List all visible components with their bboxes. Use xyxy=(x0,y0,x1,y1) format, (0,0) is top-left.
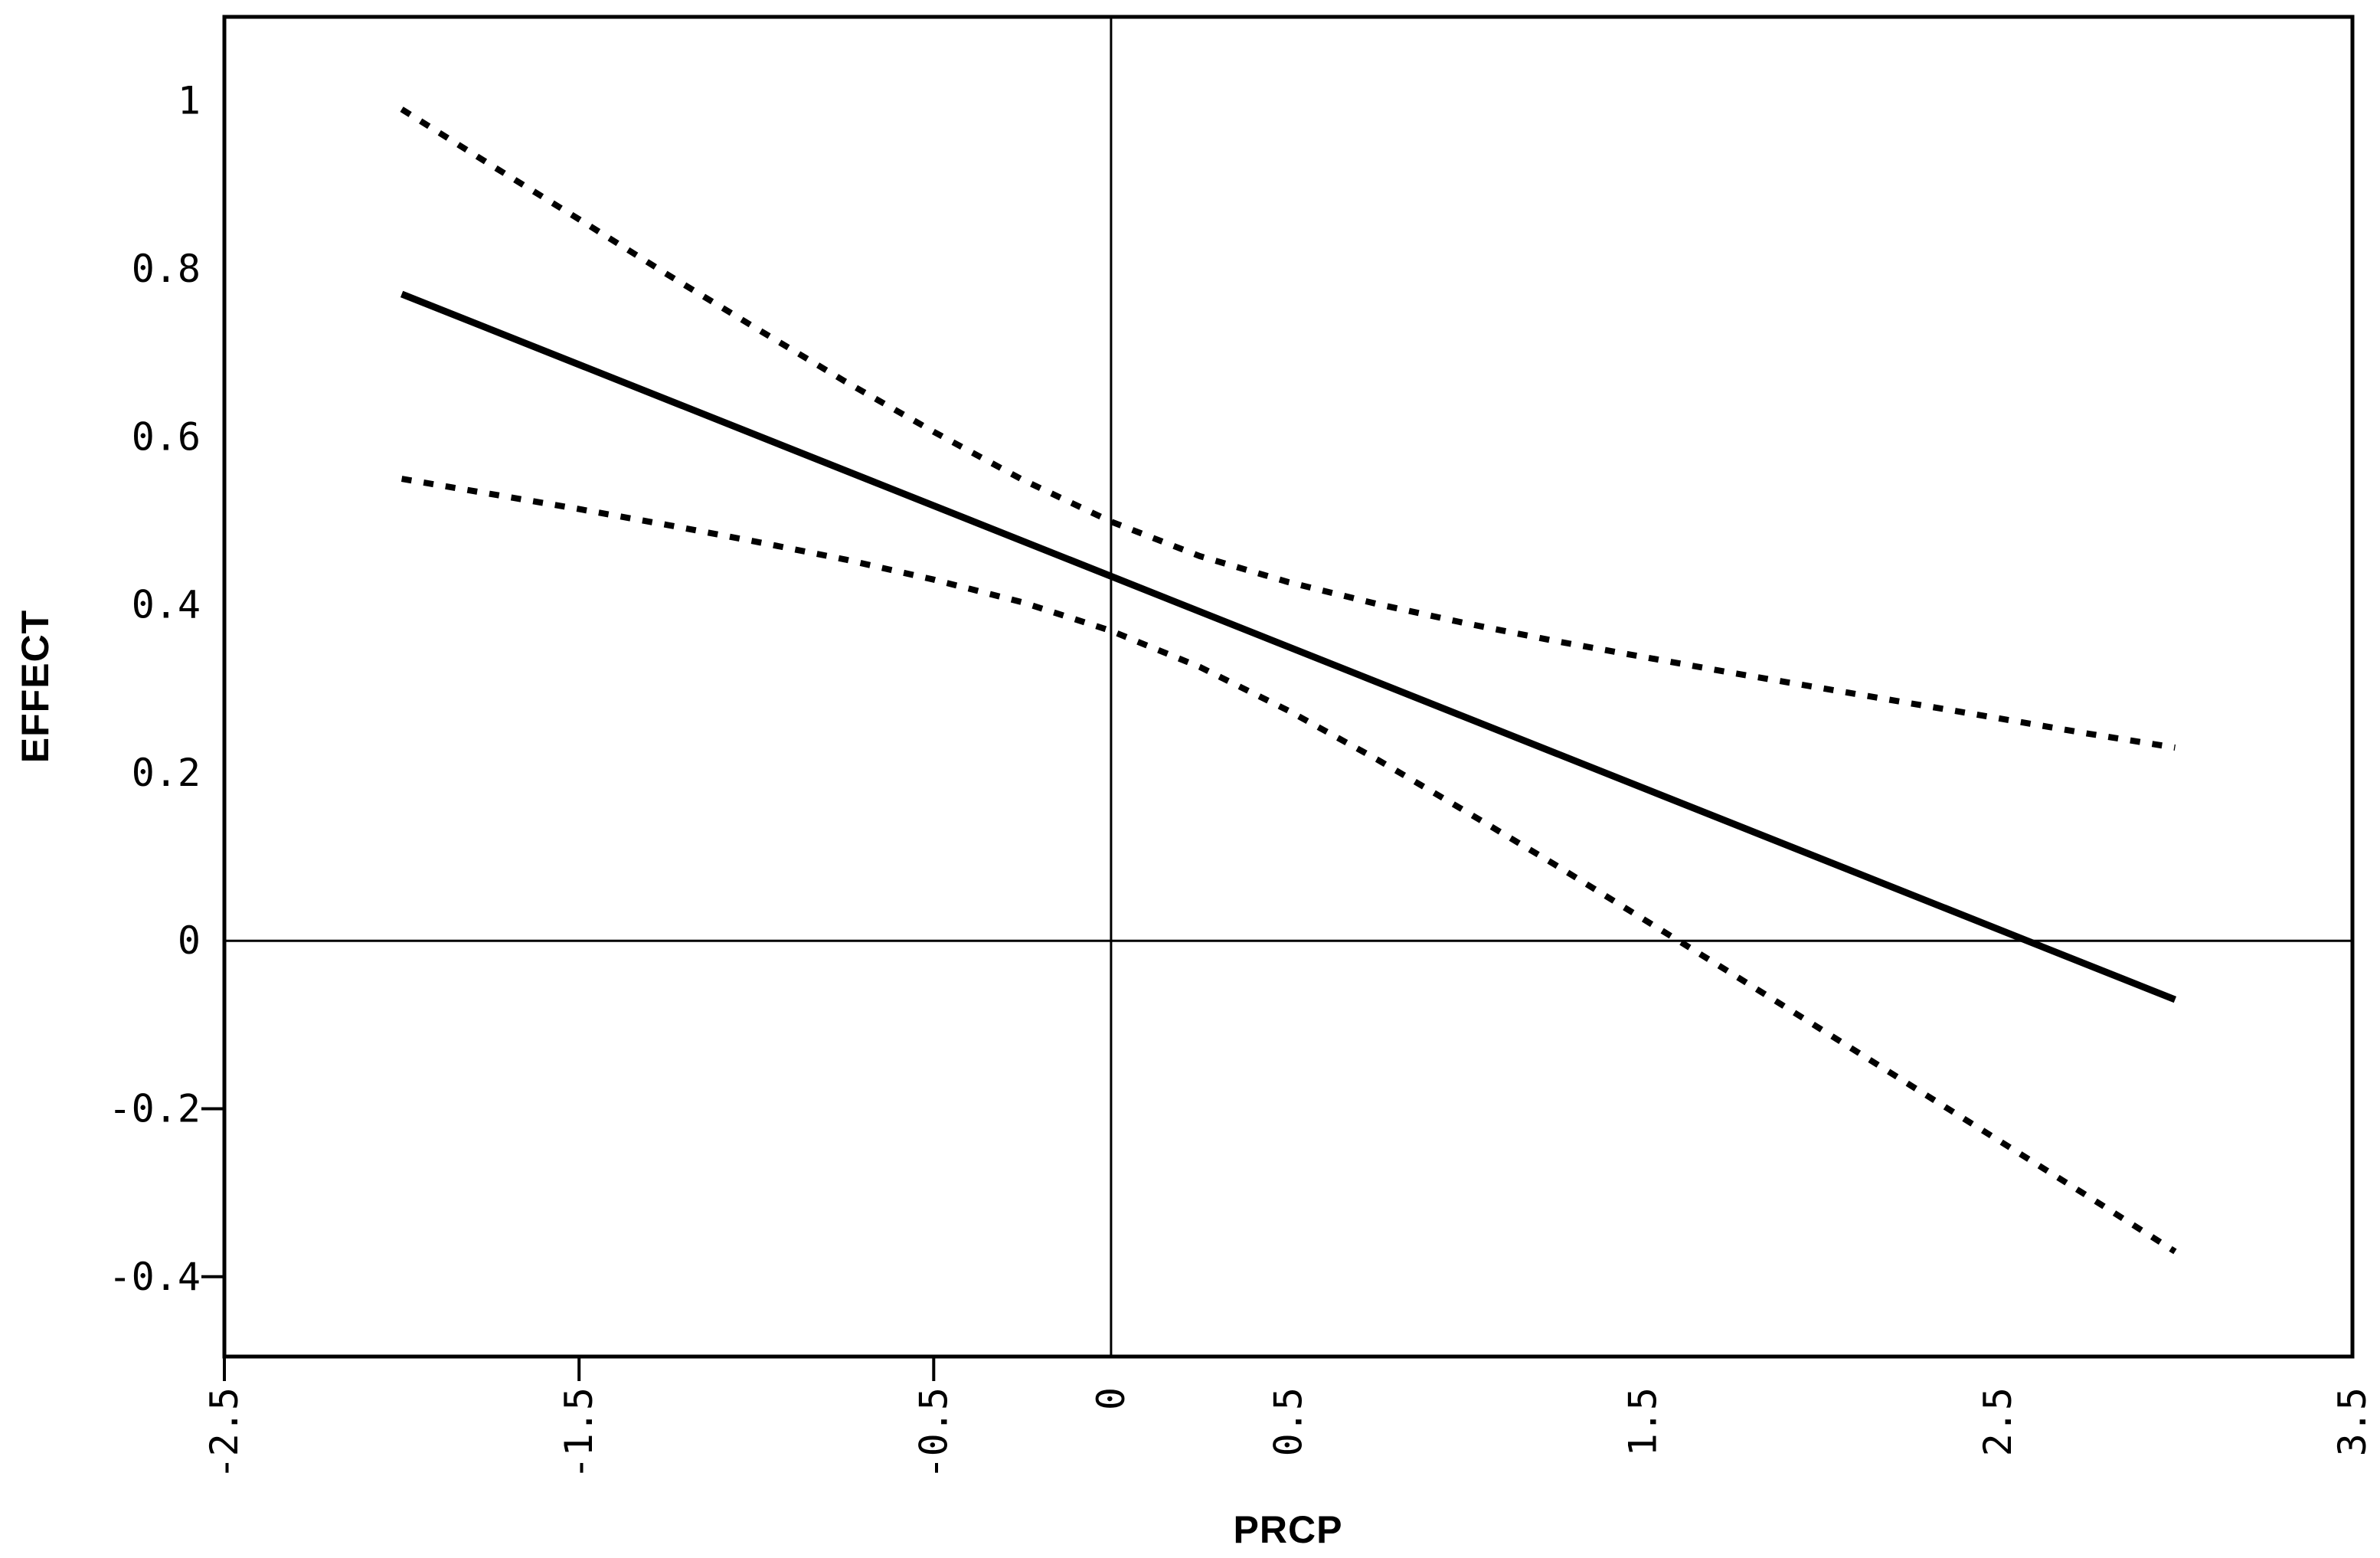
tick-marks-group xyxy=(201,1107,936,1381)
y-tick-label: 1 xyxy=(178,79,201,123)
upper-confidence-limit-line xyxy=(400,106,2176,751)
x-tick-label: -1.5 xyxy=(557,1387,601,1479)
x-tick-label: 2.5 xyxy=(1976,1387,2020,1456)
y-tick-label: 0.2 xyxy=(132,751,201,795)
reference-lines-group xyxy=(224,17,2352,1357)
x-axis-title: PRCP xyxy=(1234,1508,1343,1551)
y-tick-label: 0.4 xyxy=(132,583,201,627)
x-tick-label: -2.5 xyxy=(202,1387,247,1479)
y-tick-label: 0.8 xyxy=(132,247,201,291)
y-tick-label: 0.6 xyxy=(132,414,201,459)
plot-frame-group xyxy=(222,15,2355,1359)
y-tick-label: -0.2 xyxy=(109,1087,201,1131)
y-axis-title: EFFECT xyxy=(14,610,57,763)
y-tick-label: -0.4 xyxy=(109,1255,201,1299)
x-tick-label: 0 xyxy=(1089,1387,1133,1410)
y-tick-label: 0 xyxy=(178,918,201,963)
effect-estimate-line xyxy=(400,290,2177,1003)
x-tick-label: -0.5 xyxy=(911,1387,956,1479)
x-tick-label: 0.5 xyxy=(1267,1387,1311,1456)
series-lines-group xyxy=(400,106,2177,1255)
x-tick-label: 3.5 xyxy=(2330,1387,2375,1456)
plot-frame xyxy=(222,15,2355,1359)
x-tick-label: 1.5 xyxy=(1621,1387,1666,1456)
tick-labels-group: -2.5 -1.5 -0.5 0 0.5 1.5 2.5 3.5 1 0.8 0.6 0.4 0.2 0 -… xyxy=(109,79,2375,1480)
lower-confidence-limit-line xyxy=(400,476,2177,1255)
